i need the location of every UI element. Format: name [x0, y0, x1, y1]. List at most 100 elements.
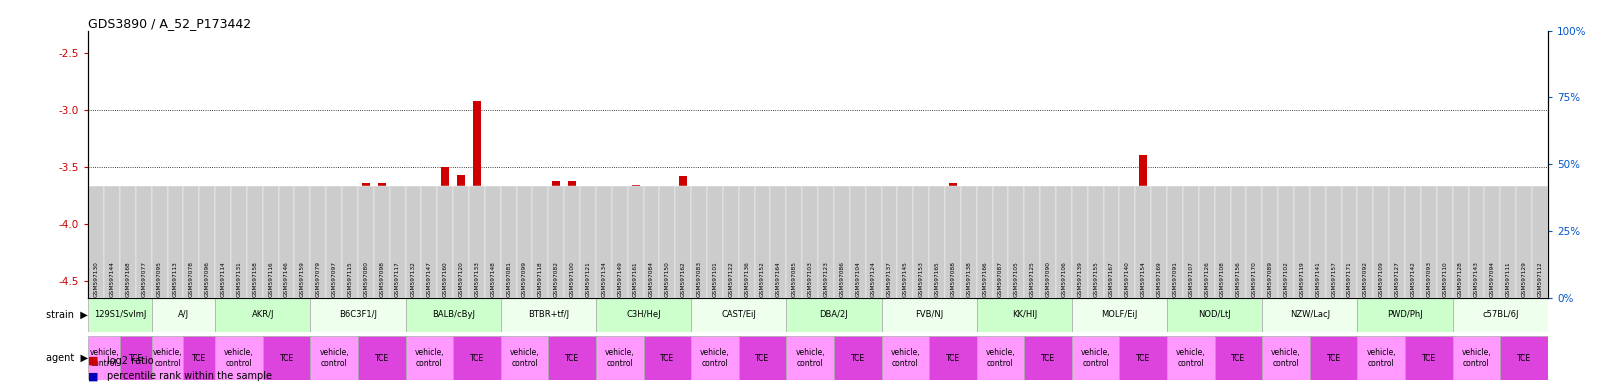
Bar	[473, 101, 481, 298]
Bar	[204, 251, 212, 298]
Bar	[1168, 336, 1214, 380]
Text: GSM597165: GSM597165	[935, 261, 940, 297]
Bar	[866, 185, 882, 298]
Bar	[616, 193, 624, 298]
Bar	[695, 253, 703, 298]
Bar	[1055, 185, 1071, 298]
Bar	[611, 185, 627, 298]
Text: GSM597090: GSM597090	[1046, 261, 1051, 297]
Bar	[247, 185, 263, 298]
Bar	[1092, 275, 1100, 298]
Text: GSM597122: GSM597122	[728, 261, 733, 297]
Text: vehicle,
control: vehicle, control	[1176, 348, 1206, 368]
Bar	[584, 189, 592, 298]
Bar	[818, 185, 834, 298]
Text: GSM597150: GSM597150	[664, 261, 670, 297]
Text: GSM597120: GSM597120	[459, 261, 464, 297]
Bar	[850, 185, 866, 298]
Bar	[1246, 185, 1262, 298]
Text: GSM597166: GSM597166	[982, 262, 986, 297]
Bar	[489, 266, 497, 298]
Bar	[1453, 298, 1548, 332]
Bar	[802, 185, 818, 298]
Text: GSM597153: GSM597153	[919, 261, 924, 297]
Text: GSM597170: GSM597170	[1251, 261, 1258, 297]
Bar	[723, 185, 739, 298]
Bar	[342, 185, 358, 298]
Text: GSM597089: GSM597089	[1267, 261, 1272, 297]
Text: GDS3890 / A_52_P173442: GDS3890 / A_52_P173442	[88, 17, 252, 30]
Text: GSM597108: GSM597108	[1221, 261, 1225, 297]
Text: GSM597142: GSM597142	[1410, 261, 1415, 297]
Bar	[346, 186, 354, 298]
Bar	[1537, 232, 1545, 298]
Bar	[977, 336, 1025, 380]
Text: CAST/EiJ: CAST/EiJ	[722, 310, 755, 319]
Text: GSM597147: GSM597147	[427, 261, 431, 297]
Bar	[91, 238, 99, 298]
Text: TCE: TCE	[279, 354, 294, 362]
Bar	[929, 336, 977, 380]
Bar	[727, 248, 735, 298]
Bar	[457, 175, 465, 298]
Text: GSM597146: GSM597146	[284, 261, 289, 297]
Bar	[996, 274, 1004, 298]
Text: PWD/PhJ: PWD/PhJ	[1387, 310, 1423, 319]
Bar	[1453, 185, 1469, 298]
Bar	[691, 185, 707, 298]
Bar	[1516, 185, 1532, 298]
Bar	[120, 185, 136, 298]
Bar	[743, 248, 751, 298]
Text: GSM597097: GSM597097	[332, 261, 337, 297]
Text: TCE: TCE	[661, 354, 674, 362]
Bar	[500, 185, 516, 298]
Bar	[1500, 336, 1548, 380]
Bar	[869, 216, 877, 298]
Bar	[425, 231, 433, 298]
Bar	[1071, 298, 1168, 332]
Bar	[739, 336, 786, 380]
Text: GSM597145: GSM597145	[903, 261, 908, 297]
Bar	[88, 298, 152, 332]
Bar	[263, 336, 310, 380]
Bar	[1230, 185, 1246, 298]
Bar	[1214, 336, 1262, 380]
Text: TCE: TCE	[128, 354, 143, 362]
Text: GSM597101: GSM597101	[712, 261, 717, 297]
Text: GSM597139: GSM597139	[1078, 261, 1083, 297]
Text: GSM597155: GSM597155	[1094, 261, 1099, 297]
Bar	[1532, 185, 1548, 298]
Text: GSM597136: GSM597136	[744, 261, 749, 297]
Text: GSM597114: GSM597114	[221, 261, 226, 297]
Text: vehicle,
control: vehicle, control	[605, 348, 635, 368]
Bar	[1408, 224, 1416, 298]
Bar	[1266, 265, 1274, 298]
Text: GSM597161: GSM597161	[634, 262, 638, 297]
Bar	[152, 298, 215, 332]
Text: vehicle,
control: vehicle, control	[890, 348, 921, 368]
Bar	[627, 185, 643, 298]
Bar	[1009, 185, 1025, 298]
Text: DBA/2J: DBA/2J	[820, 310, 849, 319]
Bar	[441, 167, 449, 298]
Bar	[468, 185, 484, 298]
Text: GSM597115: GSM597115	[348, 261, 353, 297]
Text: GSM597157: GSM597157	[1331, 261, 1336, 297]
Text: GSM597149: GSM597149	[618, 261, 622, 297]
Bar	[183, 185, 199, 298]
Text: GSM597124: GSM597124	[871, 261, 876, 297]
Bar	[1456, 214, 1464, 298]
Text: log2 ratio: log2 ratio	[107, 356, 154, 366]
Bar	[1025, 336, 1071, 380]
Bar	[88, 336, 120, 380]
Bar	[1025, 185, 1039, 298]
Bar	[363, 183, 371, 298]
Bar	[1453, 336, 1500, 380]
Text: TCE: TCE	[192, 354, 207, 362]
Text: TCE: TCE	[1136, 354, 1150, 362]
Text: KK/HIJ: KK/HIJ	[1012, 310, 1036, 319]
Bar	[1346, 224, 1354, 298]
Bar	[600, 202, 608, 298]
Bar	[648, 277, 656, 298]
Bar	[1136, 185, 1152, 298]
